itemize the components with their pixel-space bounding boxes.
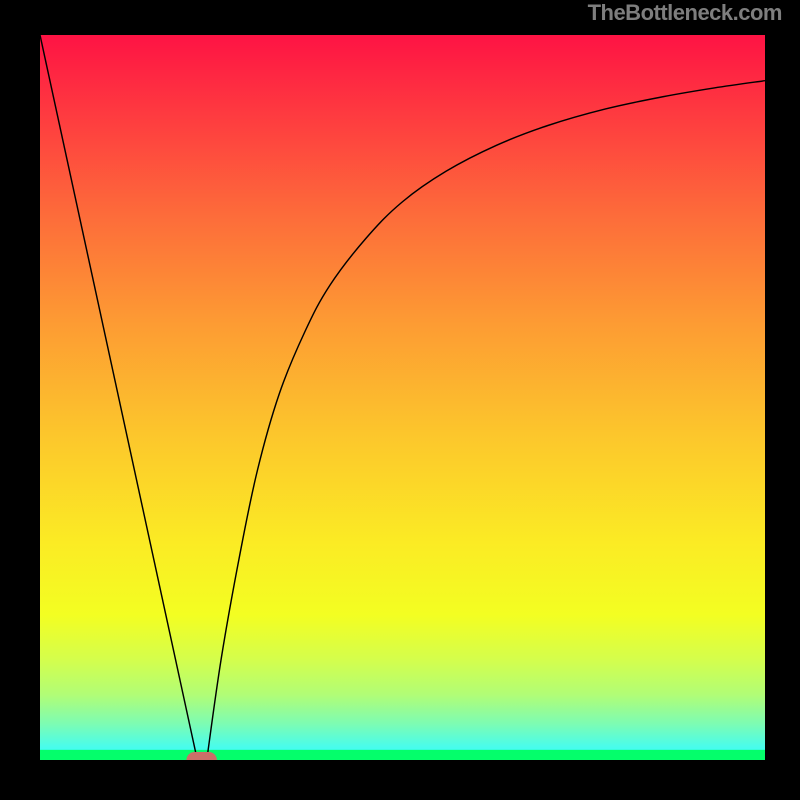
minimum-marker [186,752,216,760]
plot-area [40,35,765,760]
chart-svg [40,35,765,760]
watermark-text: TheBottleneck.com [588,0,782,26]
green-band [40,750,765,760]
background-rect [40,35,765,760]
